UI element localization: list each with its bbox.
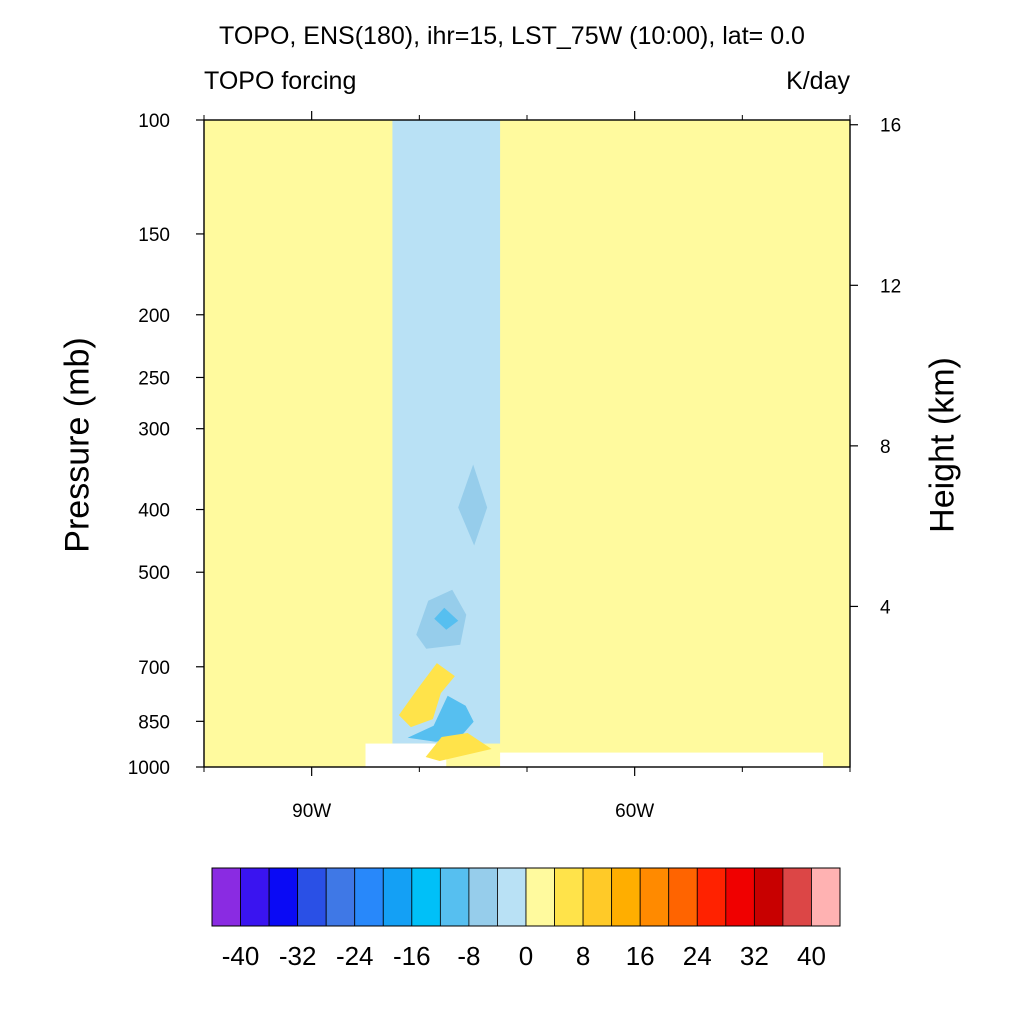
pressure-tick-label: 1000 [128, 758, 170, 779]
pressure-tick-label: 250 [138, 368, 170, 389]
colorbar-label: 40 [797, 941, 826, 971]
colorbar-swatch [753, 867, 784, 927]
pressure-tick-label: 150 [138, 225, 170, 246]
colorbar-frame [211, 867, 841, 927]
colorbar-label: 0 [519, 941, 533, 971]
colorbar-swatch [668, 867, 698, 927]
min-mid-core [434, 607, 459, 630]
colorbar-swatch [439, 867, 470, 927]
colorbar-swatch [411, 867, 441, 927]
height-tick-label: 8 [880, 437, 891, 458]
colorbar-swatch [240, 867, 270, 927]
terrain-mask-left [365, 743, 447, 767]
colorbar-swatch [382, 867, 413, 927]
negative-band [392, 120, 501, 744]
weak-min-upper [458, 464, 488, 546]
colorbar-swatch [611, 867, 641, 927]
max-surface [425, 732, 492, 761]
longitude-tick-label: 60W [615, 801, 654, 822]
chart-title: TOPO, ENS(180), ihr=15, LST_75W (10:00),… [219, 22, 805, 50]
colorbar-swatch [696, 867, 727, 927]
pressure-tick-label: 700 [138, 658, 170, 679]
colorbar-label: 16 [626, 941, 655, 971]
colorbar-swatch [268, 867, 299, 927]
background-positive [204, 120, 850, 767]
colorbar-swatch [554, 867, 584, 927]
colorbar-swatch [468, 867, 498, 927]
pressure-tick-label: 100 [138, 111, 170, 132]
colorbar-label: -16 [393, 941, 431, 971]
pressure-tick-label: 200 [138, 306, 170, 327]
height-tick-label: 12 [880, 276, 901, 297]
colorbar-swatch [639, 867, 670, 927]
left-subtitle: TOPO forcing [204, 67, 357, 95]
min-low [407, 695, 474, 742]
max-low [398, 663, 455, 728]
colorbar-swatch [325, 867, 356, 927]
colorbar-label: -40 [222, 941, 260, 971]
pressure-tick-label: 850 [138, 712, 170, 733]
colorbar-swatch [811, 867, 841, 927]
colorbar-label: -24 [336, 941, 374, 971]
colorbar-swatch [354, 867, 384, 927]
colorbar-swatch [525, 867, 555, 927]
colorbar-label: 32 [740, 941, 769, 971]
colorbar-label: 24 [683, 941, 712, 971]
pressure-tick-label: 300 [138, 420, 170, 441]
colorbar-swatch [582, 867, 613, 927]
colorbar-label: -8 [457, 941, 480, 971]
units-subtitle: K/day [786, 67, 850, 95]
colorbar-swatch [725, 867, 755, 927]
longitude-tick-label: 90W [292, 801, 331, 822]
terrain-mask-right [500, 752, 824, 767]
pressure-tick-label: 500 [138, 563, 170, 584]
height-tick-label: 16 [880, 116, 901, 137]
colorbar-swatch [497, 867, 527, 927]
colorbar-swatch [782, 867, 812, 927]
colorbar-swatch [297, 867, 327, 927]
pressure-tick-label: 400 [138, 501, 170, 522]
colorbar-swatch [211, 867, 241, 927]
colorbar-label: -32 [279, 941, 317, 971]
colorbar-label: 8 [576, 941, 590, 971]
height-tick-label: 4 [880, 597, 891, 618]
